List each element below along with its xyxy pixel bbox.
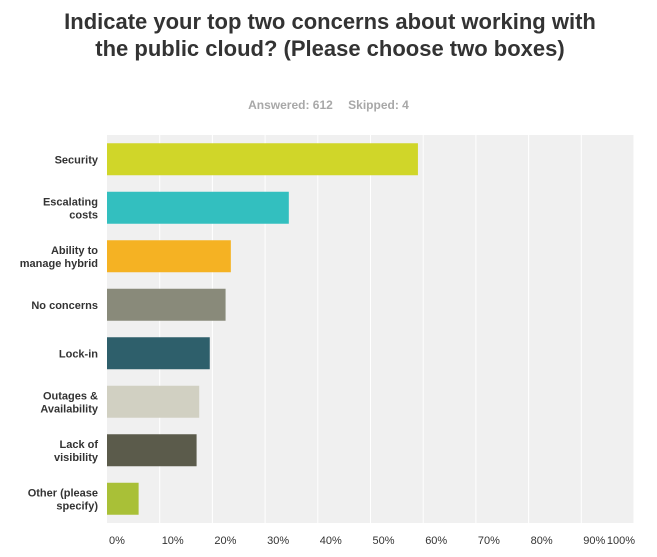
x-tick-label: 70% xyxy=(478,535,500,547)
x-tick-label: 50% xyxy=(373,535,395,547)
bar xyxy=(107,143,418,176)
bar xyxy=(107,482,139,515)
category-label: Ability to manage hybrid xyxy=(20,245,99,270)
x-tick-label: 100% xyxy=(607,535,635,547)
category-label: Outages & Availability xyxy=(40,390,99,415)
x-tick-label: 10% xyxy=(162,535,184,547)
category-label: Lock-in xyxy=(59,348,98,360)
category-label: Lack of visibility xyxy=(54,439,99,464)
answered-count: Answered: 612 xyxy=(248,98,333,112)
response-stats: Answered: 612 Skipped: 4 xyxy=(0,98,657,112)
x-tick-label: 0% xyxy=(109,535,125,547)
bar xyxy=(107,434,197,467)
x-tick-label: 80% xyxy=(531,535,553,547)
bar xyxy=(107,337,210,370)
skipped-count: Skipped: 4 xyxy=(348,98,409,112)
bar xyxy=(107,385,200,418)
category-label: Escalating costs xyxy=(43,196,98,221)
x-tick-label: 40% xyxy=(320,535,342,547)
bar xyxy=(107,191,289,224)
bar xyxy=(107,288,226,321)
category-label: Security xyxy=(55,154,99,166)
x-tick-label: 60% xyxy=(425,535,447,547)
bar xyxy=(107,240,231,273)
x-tick-label: 30% xyxy=(267,535,289,547)
category-label: Other (please specify) xyxy=(28,487,99,512)
x-tick-label: 90% xyxy=(583,535,605,547)
category-label: No concerns xyxy=(31,300,98,312)
chart-title: Indicate your top two concerns about wor… xyxy=(64,9,596,61)
x-tick-label: 20% xyxy=(214,535,236,547)
